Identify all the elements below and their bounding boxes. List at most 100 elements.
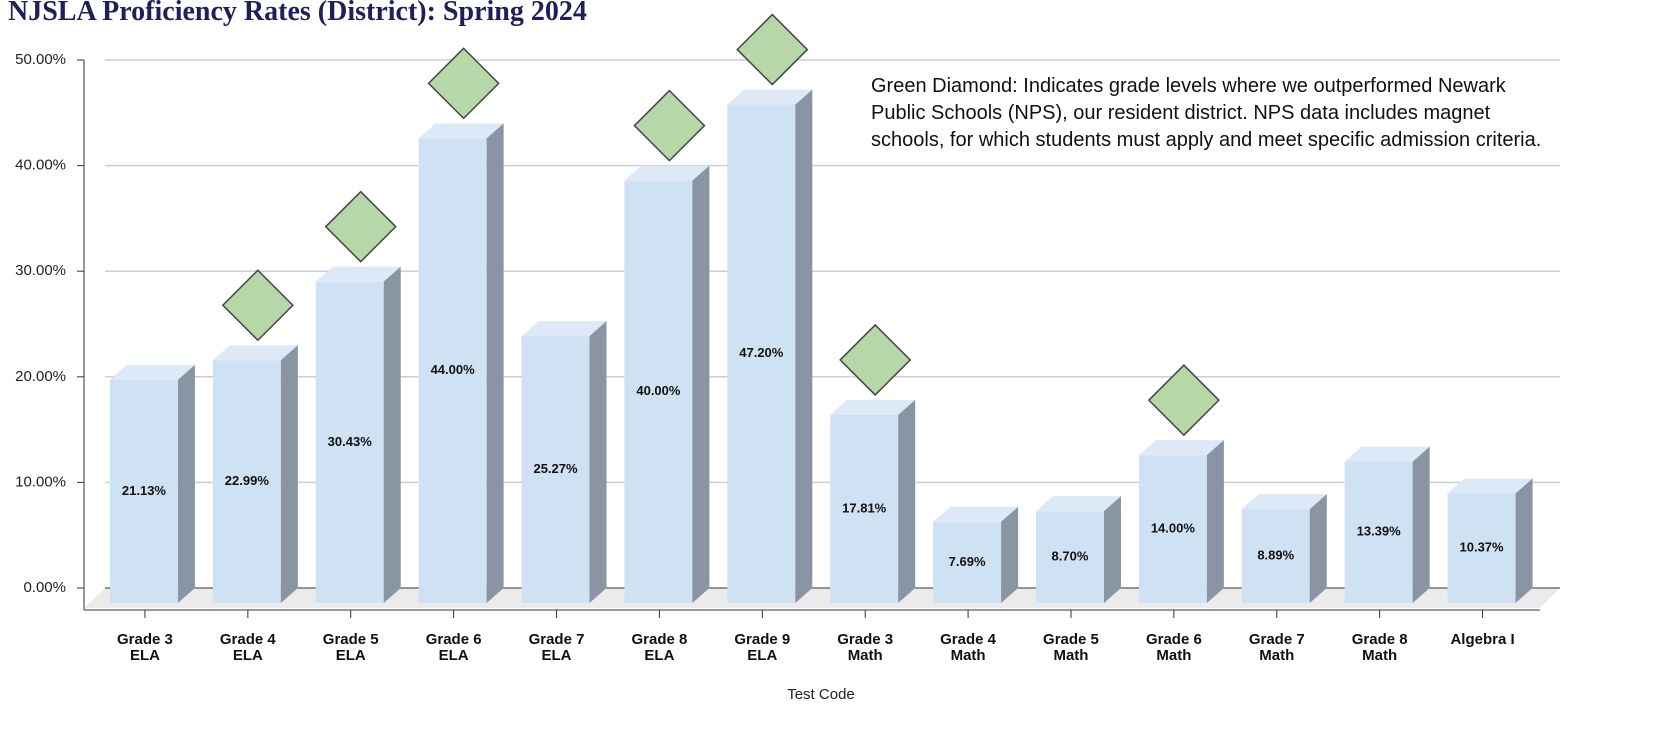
value-label: 40.00% xyxy=(636,383,681,398)
bar xyxy=(315,266,401,603)
bar-side xyxy=(795,89,813,604)
bar-side xyxy=(1206,440,1224,603)
bar xyxy=(521,321,607,603)
bar xyxy=(727,89,813,604)
bar-top xyxy=(624,165,710,181)
value-label: 8.70% xyxy=(1052,549,1089,564)
bar xyxy=(1447,478,1533,603)
bar-front xyxy=(1138,455,1207,603)
bar-front xyxy=(830,414,899,603)
x-tick-label: Grade 7 Math xyxy=(1248,631,1305,664)
y-tick-label: 50.00% xyxy=(15,51,66,68)
bar xyxy=(109,364,195,603)
bar xyxy=(624,165,710,603)
bar xyxy=(212,345,298,603)
bar-front xyxy=(727,104,796,604)
value-label: 8.89% xyxy=(1257,547,1294,562)
value-label: 13.39% xyxy=(1357,524,1402,539)
y-tick-label: 40.00% xyxy=(15,157,66,174)
value-label: 17.81% xyxy=(842,500,887,515)
bar-top xyxy=(933,506,1019,522)
outperform-diamond xyxy=(1147,364,1220,437)
x-tick-label: Grade 9 ELA xyxy=(734,631,791,664)
bar-top xyxy=(1344,446,1430,462)
bar xyxy=(1035,496,1121,603)
bar xyxy=(1241,494,1327,603)
x-tick-label: Grade 3 ELA xyxy=(117,631,173,664)
y-tick-label: 20.00% xyxy=(15,368,66,385)
bar-top xyxy=(212,345,298,361)
value-label: 21.13% xyxy=(122,483,167,498)
x-tick-label: Grade 7 ELA xyxy=(528,631,585,664)
bar-front xyxy=(624,180,693,603)
bar-front xyxy=(315,281,384,603)
bar-side xyxy=(589,321,607,603)
bar-side xyxy=(1515,478,1533,603)
bar-top xyxy=(1447,478,1533,494)
bar-front xyxy=(521,336,590,603)
bar-top xyxy=(418,123,504,139)
x-tick-label: Grade 4 ELA xyxy=(219,631,276,664)
value-label: 44.00% xyxy=(431,362,476,377)
outperform-diamond xyxy=(736,13,809,86)
bar xyxy=(830,399,916,603)
outperform-diamond xyxy=(427,47,500,120)
x-axis-title: Test Code xyxy=(787,686,855,703)
value-label: 14.00% xyxy=(1151,521,1196,536)
annotation-line: Public Schools (NPS), our resident distr… xyxy=(871,102,1491,124)
value-label: 7.69% xyxy=(949,554,986,569)
x-tick-label: Grade 6 ELA xyxy=(425,631,482,664)
bar xyxy=(1344,446,1430,603)
floor xyxy=(84,588,1560,608)
value-label: 47.20% xyxy=(739,345,784,360)
bar-side xyxy=(280,345,298,603)
outperform-diamond xyxy=(221,269,294,342)
bar-side xyxy=(692,165,710,603)
bar-top xyxy=(1241,494,1327,510)
bar xyxy=(1138,440,1224,603)
bar-front xyxy=(212,360,281,603)
bar xyxy=(933,506,1019,603)
bar-front xyxy=(1035,511,1104,603)
x-tick-label: Grade 4 Math xyxy=(940,631,997,664)
bar-side xyxy=(177,364,195,603)
x-tick-label: Grade 8 Math xyxy=(1351,631,1408,664)
bar-top xyxy=(521,321,607,337)
bar-side xyxy=(1001,506,1019,603)
outperform-diamond xyxy=(633,89,706,162)
bar-side xyxy=(1309,494,1327,603)
bar-front xyxy=(1447,493,1516,603)
bar-side xyxy=(383,266,401,603)
bar-side xyxy=(1103,496,1121,603)
bar-top xyxy=(727,89,813,105)
bar-top xyxy=(1138,440,1224,456)
x-tick-label: Algebra I xyxy=(1450,631,1515,648)
y-tick-label: 0.00% xyxy=(23,579,66,596)
bar-front xyxy=(1344,461,1413,603)
annotation-line: Green Diamond: Indicates grade levels wh… xyxy=(871,75,1506,97)
bar-top xyxy=(315,266,401,282)
x-tick-label: Grade 6 Math xyxy=(1145,631,1202,664)
value-label: 10.37% xyxy=(1460,540,1505,555)
bar-top xyxy=(109,364,195,380)
bar xyxy=(418,123,504,604)
x-tick-label: Grade 5 ELA xyxy=(322,631,379,664)
chart-title: NJSLA Proficiency Rates (District): Spri… xyxy=(8,0,587,27)
x-tick-label: Grade 5 Math xyxy=(1043,631,1099,664)
bar-side xyxy=(898,399,916,603)
bar-front xyxy=(933,521,1002,603)
outperform-diamond xyxy=(324,190,397,263)
value-label: 30.43% xyxy=(328,434,373,449)
bar-side xyxy=(486,123,504,604)
bar-side xyxy=(1412,446,1430,603)
value-label: 22.99% xyxy=(225,473,270,488)
bar-front xyxy=(109,379,178,603)
bar-front xyxy=(418,138,487,604)
value-label: 25.27% xyxy=(533,461,578,476)
outperform-diamond xyxy=(839,323,912,396)
bar-top xyxy=(830,399,916,415)
y-tick-label: 30.00% xyxy=(15,262,66,279)
annotation-line: schools, for which students must apply a… xyxy=(871,129,1542,151)
